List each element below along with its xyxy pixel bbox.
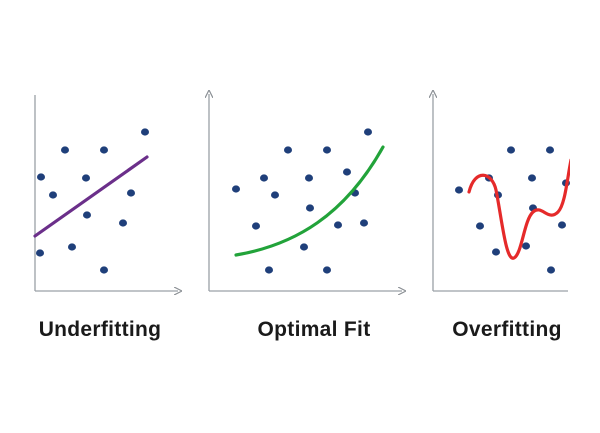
data-point <box>265 266 273 274</box>
panel-underfit <box>33 95 178 291</box>
data-point <box>260 174 268 182</box>
data-point <box>83 211 91 219</box>
data-point <box>558 221 566 229</box>
data-point <box>360 219 368 227</box>
data-point <box>49 191 57 199</box>
optimal-points <box>232 128 372 274</box>
data-point <box>492 248 500 256</box>
data-point <box>232 185 240 193</box>
overfitting-label: Overfitting <box>452 318 562 341</box>
data-point <box>364 128 372 136</box>
data-point <box>300 243 308 251</box>
data-point <box>343 168 351 176</box>
overfit-fit-curve <box>467 158 570 260</box>
data-point <box>306 204 314 212</box>
data-point <box>522 242 530 250</box>
data-point <box>323 266 331 274</box>
data-point <box>119 219 127 227</box>
data-point <box>455 186 463 194</box>
data-point <box>323 146 331 154</box>
panel-optimal <box>209 94 402 291</box>
overfit-points <box>455 146 570 274</box>
data-point <box>546 146 554 154</box>
data-point <box>68 243 76 251</box>
data-point <box>100 146 108 154</box>
underfit-points <box>36 128 149 274</box>
panel-overfit <box>433 94 570 292</box>
data-point <box>36 249 44 257</box>
underfit-fit-line <box>33 155 149 238</box>
data-point <box>61 146 69 154</box>
data-point <box>141 128 149 136</box>
data-point <box>100 266 108 274</box>
data-point <box>252 222 260 230</box>
data-point <box>507 146 515 154</box>
data-point <box>37 173 45 181</box>
data-point <box>334 221 342 229</box>
data-point <box>127 189 135 197</box>
data-point <box>305 174 313 182</box>
data-point <box>284 146 292 154</box>
optimal-fit-label: Optimal Fit <box>257 318 371 341</box>
data-point <box>82 174 90 182</box>
data-point <box>476 222 484 230</box>
data-point <box>271 191 279 199</box>
underfitting-label: Underfitting <box>38 318 162 341</box>
data-point <box>547 266 555 274</box>
data-point <box>528 174 536 182</box>
optimal-fit-curve <box>234 145 385 257</box>
